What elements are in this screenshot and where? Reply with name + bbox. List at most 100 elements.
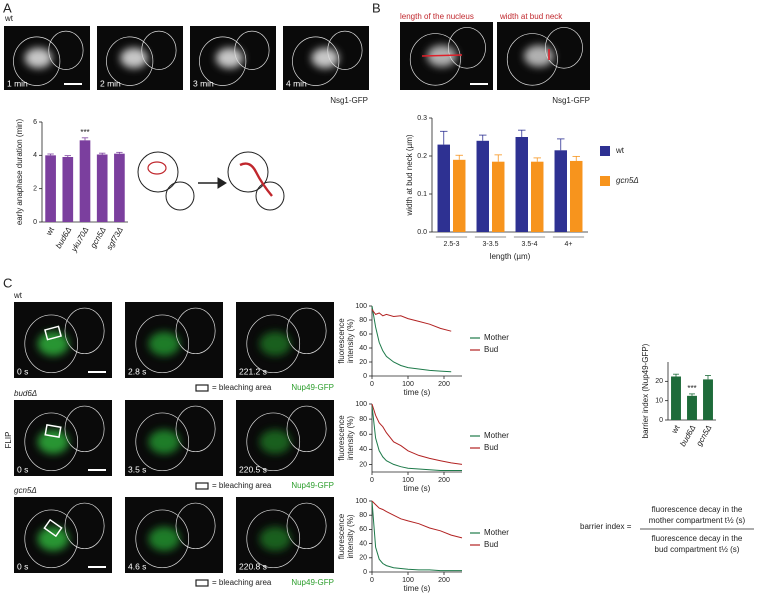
- time-label: 221.2 s: [239, 366, 267, 376]
- bleach-legend: = bleaching area: [212, 481, 272, 490]
- cell-outline: [246, 509, 301, 569]
- legend-label: wt: [615, 146, 625, 155]
- strain-label: wt: [13, 291, 23, 300]
- legend-label: Mother: [484, 333, 509, 342]
- cell-diagram: [137, 151, 285, 211]
- significance: ***: [80, 128, 89, 137]
- bleach-legend-box: [195, 482, 209, 490]
- y-tick-label: 40: [359, 540, 367, 547]
- x-tick-label: 100: [402, 381, 414, 388]
- x-tick-label: 0: [370, 477, 374, 484]
- y-axis-label: early anaphase duration (min): [15, 119, 24, 226]
- legend-label: Mother: [484, 528, 509, 537]
- time-label: 4 min: [286, 78, 307, 88]
- y-tick-label: 40: [359, 446, 367, 453]
- y-tick-label: 100: [355, 303, 367, 310]
- cell-outline: [141, 30, 177, 70]
- legend-label: gcn5Δ: [616, 176, 639, 185]
- y-tick-label: 0.2: [417, 153, 427, 160]
- y-tick-label: 20: [359, 555, 367, 562]
- time-label: 1 min: [7, 78, 28, 88]
- nucleus-signal: [215, 47, 244, 69]
- x-axis-label: time (s): [404, 388, 431, 397]
- y-tick-label: 0: [363, 373, 367, 380]
- data-line: [371, 309, 452, 332]
- y-tick-label: 0.1: [417, 191, 427, 198]
- cell-outline: [286, 502, 327, 550]
- cell-outline: [545, 27, 583, 69]
- time-label: 4.6 s: [128, 561, 146, 571]
- panel-label: B: [372, 0, 381, 15]
- x-axis-label: time (s): [404, 484, 431, 493]
- y-tick-label: 0: [363, 569, 367, 576]
- nucleus-signal: [259, 331, 291, 356]
- legend-label: Bud: [484, 345, 498, 354]
- y-axis-label: fluorescence: [337, 318, 346, 364]
- data-line: [371, 500, 463, 539]
- bar: [570, 160, 583, 232]
- cell-outline: [135, 314, 190, 374]
- cell-outline: [327, 30, 363, 70]
- nucleus-signal: [259, 429, 291, 454]
- nucleus-signal: [37, 331, 69, 356]
- cell-outline: [48, 30, 84, 70]
- strain-label: bud6Δ: [14, 389, 37, 398]
- y-tick-label: 20: [359, 359, 367, 366]
- nucleus-signal: [37, 429, 69, 454]
- y-axis-label: width at bud neck (µm): [405, 134, 414, 216]
- y-tick-label: 100: [355, 401, 367, 408]
- nucleus-signal: [259, 526, 291, 551]
- panel-label: A: [3, 0, 12, 15]
- x-tick-label: 0: [370, 577, 374, 584]
- strain-label: wt: [4, 14, 14, 23]
- nucleus-signal: [311, 47, 339, 69]
- y-tick-label: 0: [33, 219, 37, 226]
- y-tick-label: 20: [655, 378, 663, 385]
- measure-line: [421, 54, 463, 57]
- bleach-legend: = bleaching area: [212, 578, 272, 587]
- bleach-legend-box: [195, 579, 209, 587]
- marker-label: Nsg1-GFP: [552, 96, 590, 105]
- marker-label: Nup49-GFP: [291, 481, 334, 490]
- marker-label: Nup49-GFP: [291, 578, 334, 587]
- x-tick-label: gcn5Δ: [694, 424, 713, 448]
- bleach-legend-box: [195, 384, 209, 392]
- bleach-area: [44, 325, 62, 341]
- cell-outline: [24, 314, 79, 374]
- bleach-legend: = bleaching area: [212, 383, 272, 392]
- bar: [62, 157, 74, 222]
- bar: [687, 395, 697, 420]
- y-tick-label: 2: [33, 186, 37, 193]
- time-label: 220.8 s: [239, 561, 267, 571]
- nucleus-signal: [148, 331, 180, 356]
- cell-outline: [506, 33, 558, 86]
- y-axis-label: barrier index (Nup49-GFP): [641, 343, 650, 438]
- cell-outline: [234, 30, 270, 70]
- cell-outline: [175, 307, 216, 355]
- x-tick-label: wt: [669, 423, 682, 436]
- x-axis-label: time (s): [404, 584, 431, 593]
- formula-text: bud compartment t½ (s): [655, 545, 740, 554]
- x-tick-label: 0: [370, 381, 374, 388]
- cell-outline: [135, 509, 190, 569]
- cell-outline: [246, 314, 301, 374]
- cell-outline: [448, 27, 486, 69]
- formula-text: mother compartment t½ (s): [649, 516, 746, 525]
- bar: [45, 155, 56, 222]
- measure-label: length of the nucleus: [400, 12, 474, 21]
- time-label: 0 s: [17, 464, 28, 474]
- y-tick-label: 0.3: [417, 115, 427, 122]
- bar: [79, 140, 91, 222]
- formula-text: fluorescence decay in the: [652, 505, 743, 514]
- legend-label: Bud: [484, 443, 498, 452]
- y-tick-label: 20: [359, 461, 367, 468]
- nucleus-signal: [148, 429, 180, 454]
- x-tick-label: sgf73Δ: [105, 226, 125, 252]
- x-tick-label: 4+: [565, 241, 573, 248]
- y-tick-label: 0.0: [417, 229, 427, 236]
- cell-outline: [175, 502, 216, 550]
- bleach-area: [44, 423, 62, 439]
- time-label: 2.8 s: [128, 366, 146, 376]
- legend-swatch: [600, 176, 610, 186]
- bar: [96, 154, 108, 222]
